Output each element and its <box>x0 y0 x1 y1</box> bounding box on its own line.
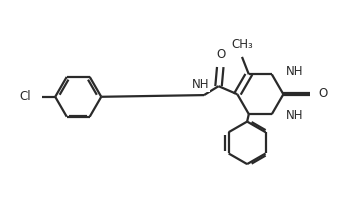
Text: CH₃: CH₃ <box>231 37 253 51</box>
Text: NH: NH <box>192 78 209 91</box>
Text: NH: NH <box>286 109 303 122</box>
Text: Cl: Cl <box>19 90 31 103</box>
Text: NH: NH <box>286 65 303 78</box>
Text: O: O <box>217 48 226 61</box>
Text: O: O <box>318 87 328 100</box>
